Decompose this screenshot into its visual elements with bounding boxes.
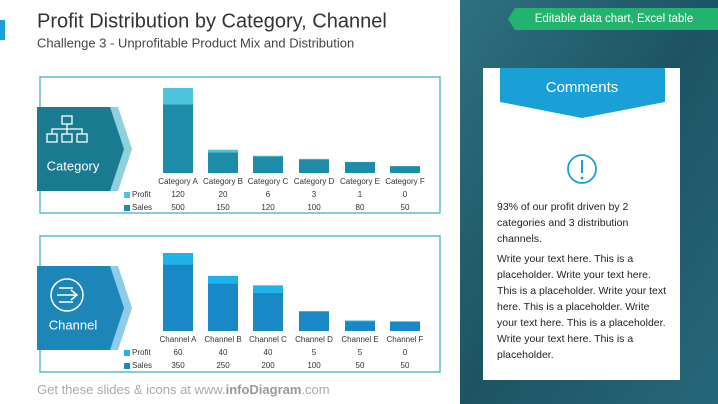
legend-swatch [124,350,130,356]
bar [253,292,283,331]
data-label: 50 [356,361,365,370]
icon [51,124,83,134]
bar [299,311,329,331]
bar [253,155,283,157]
data-label: 40 [264,348,273,357]
x-tick-label: Channel F [387,335,424,344]
alert-icon [567,154,597,184]
bar [163,253,193,265]
data-label: 5 [312,348,317,357]
x-tick-label: Channel B [204,335,241,344]
x-tick-label: Category D [294,177,335,186]
comment-text: 93% of our profit driven by 2 categories… [497,201,629,245]
bar [390,321,420,331]
data-label: 150 [216,203,230,212]
bar [208,275,238,284]
bar [345,162,375,173]
data-label: 120 [171,190,185,199]
data-label: 350 [171,361,185,370]
comments-title: Comments [546,79,619,96]
bar [163,88,193,105]
banner-text: Editable data chart, Excel table [535,13,694,25]
data-label: 40 [219,348,228,357]
data-label: 100 [307,361,321,370]
data-label: 80 [356,203,365,212]
comment-text: Write your text here. This is a placehol… [497,253,667,361]
data-label: 0 [403,348,408,357]
label-arrow [37,107,124,191]
slide-title: Profit Distribution by Category, Channel [37,10,387,32]
bar [163,264,193,331]
bar [253,156,283,173]
data-label: 250 [216,361,230,370]
data-label: 1 [358,190,363,199]
banner [508,8,718,30]
x-tick-label: Channel E [341,335,378,344]
legend-label: Profit [132,190,151,199]
legend-swatch [124,205,130,211]
data-label: 100 [307,203,321,212]
data-label: 60 [174,348,183,357]
chart-panel: Category Category A Category B Category C Ca… [37,76,441,214]
data-label: 500 [171,203,185,212]
bar [208,149,238,153]
data-label: 50 [401,361,410,370]
footer-text: infoDiagram [226,382,302,397]
x-tick-label: Category A [158,177,198,186]
x-tick-label: Category E [340,177,380,186]
chart-label: Category [47,158,100,173]
data-label: 50 [401,203,410,212]
x-tick-label: Category C [248,177,289,186]
chart-panel: Channel Channel A Channel B Channel C Channe… [37,235,441,373]
bar [163,104,193,173]
legend-label: Profit [132,348,151,357]
comments-header [500,68,665,118]
alert-icon [580,176,584,180]
x-tick-label: Category F [385,177,425,186]
x-tick-label: Channel D [295,335,333,344]
footer-text: .com [301,382,329,397]
data-label: 200 [261,361,275,370]
footer-text: Get these slides & icons at www. [37,382,226,397]
legend-label: Sales [132,361,152,370]
accent-tab [0,20,5,40]
comments-card [483,68,680,380]
x-tick-label: Channel A [160,335,198,344]
x-tick-label: Category B [203,177,243,186]
bar [253,285,283,293]
x-tick-label: Channel C [249,335,287,344]
icon [50,278,84,312]
bar [345,320,375,322]
slide-subtitle: Challenge 3 - Unprofitable Product Mix a… [37,35,354,50]
data-label: 120 [261,203,275,212]
bar [208,283,238,331]
data-label: 0 [403,190,408,199]
data-label: 5 [358,348,363,357]
footer: Get these slides & icons at www.infoDiag… [37,382,330,397]
bar [345,321,375,331]
bar [299,159,329,173]
chart-label: Channel [49,317,98,332]
legend-swatch [124,192,130,198]
bar [299,311,329,312]
data-label: 6 [266,190,271,199]
label-arrow [37,266,124,350]
data-label: 20 [219,190,228,199]
data-label: 3 [312,190,317,199]
bar [390,166,420,173]
icon [57,287,79,303]
legend-swatch [124,363,130,369]
bar [208,152,238,173]
legend-label: Sales [132,203,152,212]
